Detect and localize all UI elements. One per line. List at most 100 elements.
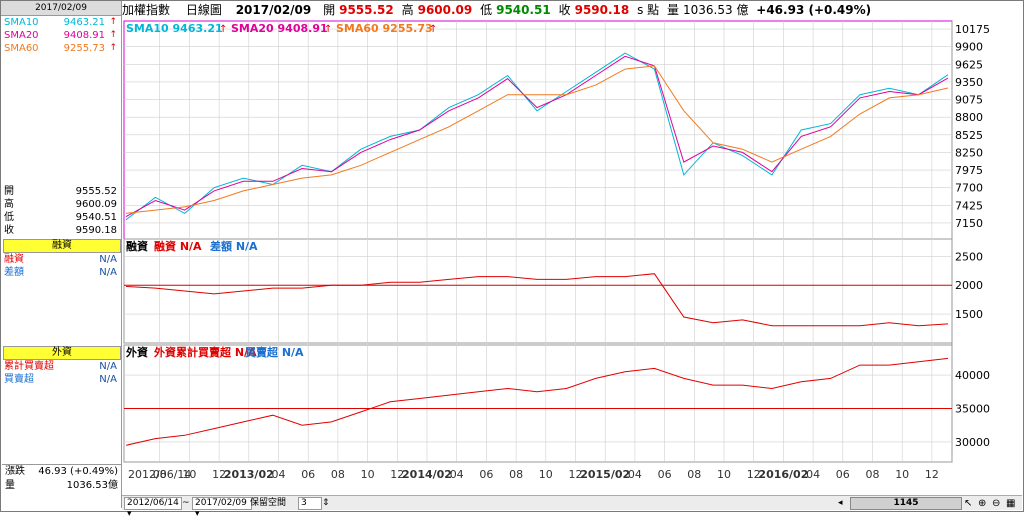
x-tick-label: 2015/02 bbox=[580, 468, 630, 481]
start-date-value: 2012/06/14 bbox=[127, 498, 179, 508]
sma-line-sma60 bbox=[125, 65, 949, 214]
y-tick-label: 1500 bbox=[955, 308, 983, 321]
margin-legend-item: 融資 bbox=[126, 239, 148, 253]
x-tick-label: 12 bbox=[925, 468, 939, 481]
sma-row-sma10: SMA10 9463.21 ↑ bbox=[1, 16, 121, 29]
y-tick-label: 7425 bbox=[955, 199, 983, 212]
y-tick-label: 9075 bbox=[955, 94, 983, 107]
foreign-row-cum: 累計買賣超 N/A bbox=[1, 360, 121, 373]
x-tick-label: 10 bbox=[361, 468, 375, 481]
x-tick-label: 04 bbox=[628, 468, 642, 481]
high-value: 9600.09 bbox=[417, 3, 473, 17]
start-date-picker[interactable]: 2012/06/14 ▾ bbox=[124, 497, 182, 519]
keep-space-input[interactable]: 3 bbox=[298, 497, 322, 510]
grid-icon[interactable]: ▦ bbox=[1006, 498, 1016, 509]
x-tick-label: 08 bbox=[687, 468, 701, 481]
keep-space-stepper[interactable]: ⇕ bbox=[322, 498, 330, 508]
foreign-cum-value: N/A bbox=[99, 361, 117, 372]
ohlc-list: 開 9555.52 高 9600.09 低 9540.51 收 9590.18 bbox=[1, 185, 121, 237]
foreign-row-net: 買賣超 N/A bbox=[1, 373, 121, 386]
sma-label: SMA10 bbox=[4, 17, 39, 28]
end-date-picker[interactable]: 2017/02/09 ▾ bbox=[192, 497, 252, 519]
scroll-thumb[interactable]: 1145 bbox=[850, 497, 962, 510]
ohlc-row: 開 9555.52 bbox=[1, 185, 121, 198]
ohlc-value: 9600.09 bbox=[75, 199, 117, 210]
scroll-left-button[interactable]: ◂ bbox=[838, 498, 843, 508]
ohlc-label: 低 bbox=[4, 212, 14, 223]
x-tick-label: 04 bbox=[806, 468, 820, 481]
vol-value: 1036.53 億 bbox=[683, 3, 749, 17]
y-tick-label: 2500 bbox=[955, 250, 983, 263]
price-legend-item: SMA60 9255.73 bbox=[336, 22, 433, 35]
margin-legend-item: 差額 N/A bbox=[210, 239, 258, 253]
current-date: 2017/02/09 bbox=[1, 1, 121, 16]
volume-label: 量 bbox=[5, 480, 15, 491]
margin-section-header: 融資 bbox=[3, 239, 121, 253]
y-tick-label: 9350 bbox=[955, 76, 983, 89]
y-tick-label: 8525 bbox=[955, 129, 983, 142]
foreign-section-header: 外資 bbox=[3, 346, 121, 360]
high-label: 高 bbox=[401, 3, 414, 17]
foreign-net-value: N/A bbox=[99, 374, 117, 385]
margin-balance-line bbox=[125, 273, 949, 327]
margin-legend-item: 融資 N/A bbox=[154, 239, 202, 253]
ohlc-row: 收 9590.18 bbox=[1, 224, 121, 237]
foreign-net-label: 買賣超 bbox=[4, 374, 34, 385]
y-tick-label: 10175 bbox=[955, 23, 990, 36]
x-tick-label: 08 bbox=[153, 468, 167, 481]
sma-value: 9255.73 bbox=[63, 43, 105, 54]
y-tick-label: 7150 bbox=[955, 217, 983, 230]
foreign-legend-item: 買賣超 N/A bbox=[245, 345, 304, 359]
sma-list: SMA10 9463.21 ↑ SMA20 9408.91 ↑ SMA60 9255.73 ↑ bbox=[1, 16, 121, 55]
ohlc-label: 高 bbox=[4, 199, 14, 210]
zoom-out-icon[interactable]: ⊖ bbox=[992, 498, 1001, 509]
price-legend-item: SMA10 9463.21 bbox=[126, 22, 223, 35]
sma-label: SMA60 bbox=[4, 43, 39, 54]
x-tick-label: 10 bbox=[539, 468, 553, 481]
x-tick-label: 06 bbox=[836, 468, 850, 481]
low-label: 低 bbox=[480, 3, 493, 17]
low-value: 9540.51 bbox=[496, 3, 551, 17]
x-tick-label: 08 bbox=[331, 468, 345, 481]
x-tick-label: 2016/02 bbox=[758, 468, 808, 481]
y-tick-label: 7975 bbox=[955, 164, 983, 177]
price-legend-item: SMA20 9408.91 bbox=[231, 22, 328, 35]
cursor-icon[interactable]: ↖ bbox=[964, 498, 973, 509]
up-arrow-icon: ↑ bbox=[109, 30, 117, 40]
left-info-panel: 2017/02/09 SMA10 9463.21 ↑ SMA20 9408.91 ↑ SMA… bbox=[1, 1, 122, 508]
up-arrow-icon: ↑ bbox=[324, 24, 332, 35]
sma-label: SMA20 bbox=[4, 30, 39, 41]
x-tick-label: 2014/02 bbox=[402, 468, 452, 481]
x-tick-label: 10 bbox=[717, 468, 731, 481]
index-name: 加權指數 bbox=[122, 3, 171, 17]
foreign-legend-item: 外資累計買賣超 N/A bbox=[153, 345, 257, 359]
x-tick-label: 06 bbox=[479, 468, 493, 481]
quote-date: 2017/02/09 bbox=[235, 3, 312, 17]
ohlc-value: 9555.52 bbox=[75, 186, 117, 197]
up-arrow-icon: ↑ bbox=[109, 43, 117, 53]
x-tick-label: 10 bbox=[895, 468, 909, 481]
change-row: 漲跌 46.93 (+0.49%) bbox=[2, 464, 122, 479]
sma-value: 9463.21 bbox=[63, 17, 105, 28]
foreign-legend-item: 外資 bbox=[125, 345, 148, 359]
close-label: 收 bbox=[558, 3, 571, 17]
vol-label: 量 bbox=[666, 3, 679, 17]
range-bar: 2012/06/14 ▾ ~ 2017/02/09 ▾ 保留空間 3 ⇕ ◂ 1… bbox=[122, 495, 1022, 519]
sma-line-sma10 bbox=[125, 52, 949, 221]
keep-space-label: 保留空間 bbox=[250, 498, 287, 508]
ohlc-label: 收 bbox=[4, 225, 14, 236]
open-label: 開 bbox=[323, 3, 336, 17]
chart-period: 日線圖 bbox=[185, 3, 222, 17]
x-tick-label: 2013/02 bbox=[224, 468, 274, 481]
x-tick-label: 08 bbox=[509, 468, 523, 481]
margin-diff-label: 差額 bbox=[4, 267, 24, 278]
zoom-in-icon[interactable]: ⊕ bbox=[978, 498, 987, 509]
sma-row-sma20: SMA20 9408.91 ↑ bbox=[1, 29, 121, 42]
margin-row-diff: 差額 N/A bbox=[1, 266, 121, 279]
x-tick-label: 12 bbox=[390, 468, 404, 481]
open-value: 9555.52 bbox=[339, 3, 394, 17]
unit-label: s 點 bbox=[637, 3, 660, 17]
sma-line-sma20 bbox=[125, 55, 949, 218]
x-tick-label: 06 bbox=[658, 468, 672, 481]
